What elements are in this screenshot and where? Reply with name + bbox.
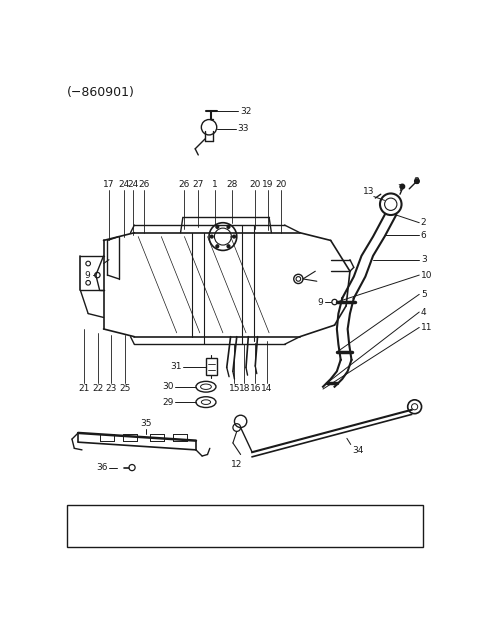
Text: 26: 26 — [139, 180, 150, 189]
Text: 3: 3 — [421, 255, 427, 264]
Text: APPLICATION: APPLICATION — [276, 506, 331, 515]
Text: 16: 16 — [250, 384, 261, 393]
Text: 20: 20 — [250, 180, 261, 189]
Bar — [67, 505, 423, 547]
Text: To replace 31151-21100(311A, KEY NO.1): To replace 31151-21100(311A, KEY NO.1) — [188, 520, 352, 529]
Text: 8: 8 — [414, 177, 420, 186]
Text: 21: 21 — [79, 384, 90, 393]
Text: 5: 5 — [421, 290, 427, 299]
Text: PART NO: PART NO — [132, 506, 168, 515]
Text: 32: 32 — [240, 107, 251, 115]
Text: 30: 30 — [162, 383, 174, 391]
Text: 9: 9 — [84, 271, 90, 280]
Text: 24: 24 — [127, 180, 138, 189]
Text: 14: 14 — [261, 384, 273, 393]
Text: 11: 11 — [421, 323, 432, 332]
Circle shape — [227, 245, 230, 248]
Text: 25: 25 — [120, 384, 131, 393]
Text: 17: 17 — [103, 180, 115, 189]
Circle shape — [400, 184, 405, 189]
Text: 7: 7 — [397, 183, 403, 193]
Text: 29: 29 — [162, 397, 174, 407]
Text: 24: 24 — [119, 180, 130, 189]
Text: (−860901): (−860901) — [67, 85, 135, 99]
Text: 9: 9 — [317, 298, 323, 306]
Text: 20: 20 — [276, 180, 287, 189]
Text: 26: 26 — [179, 180, 190, 189]
Text: 36: 36 — [96, 463, 108, 472]
Text: 15: 15 — [228, 384, 240, 393]
Text: 26: 26 — [85, 527, 97, 537]
Text: 31: 31 — [170, 362, 181, 371]
Text: 2: 2 — [421, 218, 426, 227]
Text: 4: 4 — [421, 308, 426, 316]
Text: 28: 28 — [227, 180, 238, 189]
Circle shape — [216, 225, 219, 228]
Bar — [206, 358, 217, 375]
Text: KEY NO.: KEY NO. — [74, 506, 108, 515]
Text: 23: 23 — [106, 384, 117, 393]
Text: 1: 1 — [212, 180, 218, 189]
Circle shape — [233, 235, 236, 238]
Text: 27: 27 — [192, 180, 204, 189]
Text: 6: 6 — [421, 230, 427, 240]
Text: 10: 10 — [421, 271, 432, 280]
Text: 31181-21100S: 31181-21100S — [119, 527, 180, 537]
Circle shape — [210, 235, 213, 238]
Text: 34: 34 — [352, 446, 364, 455]
Text: 19: 19 — [262, 180, 273, 189]
Text: with 31150-21110(311B, KEY NO.1): with 31150-21110(311B, KEY NO.1) — [188, 532, 328, 542]
Text: 12: 12 — [231, 460, 242, 469]
Circle shape — [415, 179, 419, 183]
Text: 22: 22 — [93, 384, 104, 393]
Circle shape — [227, 225, 230, 228]
Text: 35: 35 — [140, 419, 152, 427]
Circle shape — [216, 245, 219, 248]
Text: 33: 33 — [238, 124, 249, 134]
Text: 13: 13 — [363, 187, 375, 197]
Text: 18: 18 — [239, 384, 250, 393]
